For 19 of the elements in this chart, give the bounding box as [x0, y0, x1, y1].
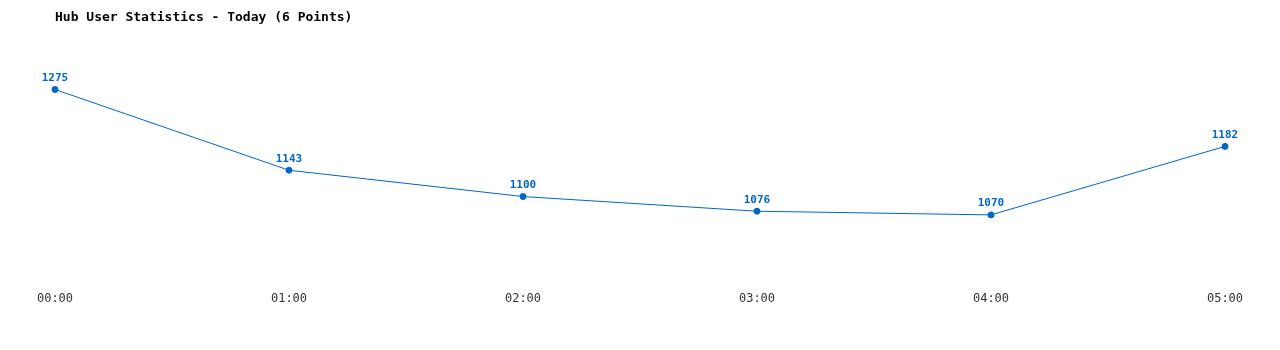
data-label: 1100: [509, 177, 537, 191]
data-label: 1182: [1211, 127, 1239, 141]
point: [753, 207, 761, 215]
x-tick-label: 05:00: [1206, 290, 1244, 305]
data-label: 1143: [275, 151, 303, 165]
x-tick-label: 01:00: [270, 290, 308, 305]
data-label: 1070: [977, 196, 1005, 210]
x-tick-label: 02:00: [504, 290, 542, 305]
x-tick-label: 03:00: [738, 290, 776, 305]
point: [519, 193, 527, 201]
x-tick-label: 04:00: [972, 290, 1010, 305]
point: [1221, 142, 1229, 150]
data-label: 1076: [743, 192, 771, 206]
chart-title: Hub User Statistics - Today (6 Points): [55, 9, 353, 25]
data-label: 1275: [41, 70, 69, 84]
point: [987, 211, 995, 219]
point: [285, 166, 293, 174]
point: [51, 85, 59, 93]
x-tick-label: 00:00: [36, 290, 74, 305]
